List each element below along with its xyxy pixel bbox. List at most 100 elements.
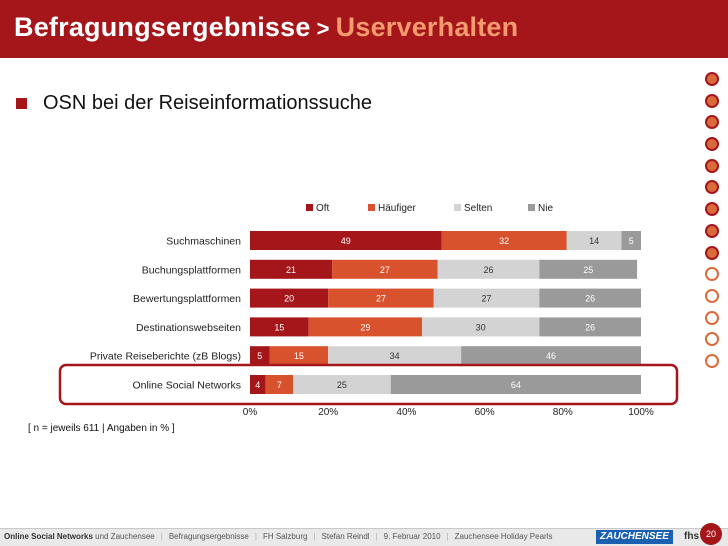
data-label: 49 <box>341 236 351 246</box>
data-label: 7 <box>277 380 282 390</box>
data-label: 27 <box>380 265 390 275</box>
legend-label-4: Nie <box>538 203 553 214</box>
page-number: 20 <box>700 523 722 545</box>
data-label: 14 <box>589 236 599 246</box>
nav-circle-8[interactable] <box>705 223 719 238</box>
highlight-box <box>58 363 679 406</box>
category-label: Buchungsplattformen <box>142 264 241 276</box>
data-label: 5 <box>257 351 262 361</box>
nav-circle-4[interactable] <box>705 137 719 152</box>
bar-segment <box>539 317 641 337</box>
category-label: Private Reiseberichte (zB Blogs) <box>90 351 241 363</box>
category-label: Online Social Networks <box>132 380 241 392</box>
nav-circle-12[interactable] <box>705 310 719 325</box>
data-label: 64 <box>511 380 521 390</box>
bar-segment <box>250 259 333 279</box>
page-title: Befragungsergebnisse > Userverhalten <box>14 12 518 43</box>
nav-circle-1[interactable] <box>705 72 719 86</box>
footer-item: FH Salzburg <box>262 532 308 541</box>
footer-title-rest: und Zauchensee <box>92 532 155 541</box>
bar-segment <box>250 375 266 394</box>
fhs-logo: fhs <box>684 531 699 542</box>
data-label: 5 <box>629 236 634 246</box>
nav-circle-7[interactable] <box>705 202 719 217</box>
data-label: 21 <box>286 265 296 275</box>
bar-segment <box>566 231 622 250</box>
data-label: 26 <box>585 294 595 304</box>
nav-circle-9[interactable] <box>705 245 719 260</box>
bar-segment <box>250 346 270 366</box>
data-label: 25 <box>337 380 347 390</box>
footer-title-bold: Online Social Networks <box>4 532 93 541</box>
data-label: 27 <box>376 294 386 304</box>
side-navigation <box>705 72 725 376</box>
x-tick-label: 20% <box>318 407 338 418</box>
x-tick-label: 100% <box>628 407 654 418</box>
nav-circle-6[interactable] <box>705 180 719 195</box>
data-label: 4 <box>255 380 260 390</box>
data-label: 32 <box>499 236 509 246</box>
legend-swatch-4 <box>528 204 535 211</box>
bar-segment <box>328 346 462 366</box>
bar-segment <box>250 317 309 337</box>
bar-segment <box>328 288 434 308</box>
bar-segment <box>293 375 391 394</box>
bar-segment <box>461 346 641 366</box>
nav-circle-2[interactable] <box>705 93 719 108</box>
nav-circle-11[interactable] <box>705 288 719 303</box>
bar-segment <box>539 288 641 308</box>
bullet-point: OSN bei der Reiseinformationssuche <box>16 92 372 115</box>
data-label: 15 <box>274 322 284 332</box>
bar-segment <box>390 375 641 394</box>
square-bullet-icon <box>16 98 27 109</box>
footer-item: Zauchensee Holiday Pearls <box>454 532 553 541</box>
bar-segment <box>433 288 540 308</box>
data-label: 29 <box>360 322 370 332</box>
data-label: 25 <box>583 265 593 275</box>
legend-label-2: Häufiger <box>378 203 416 214</box>
legend-swatch-3 <box>454 204 461 211</box>
nav-circle-10[interactable] <box>705 267 719 282</box>
stacked-bar-chart: Oft Häufiger Selten Nie Suchmaschinen 49 32 14 5… <box>28 203 679 434</box>
x-tick-label: 40% <box>396 407 416 418</box>
category-label: Bewertungsplattformen <box>133 293 241 305</box>
data-label: 15 <box>294 351 304 361</box>
bar-segment <box>437 259 540 279</box>
bullet-text: OSN bei der Reiseinformationssuche <box>43 92 373 114</box>
bar-segment <box>422 317 540 337</box>
bar-segment <box>269 346 329 366</box>
bar-segment <box>250 231 442 250</box>
x-tick-label: 60% <box>475 407 495 418</box>
data-label: 46 <box>546 351 556 361</box>
bar-segment <box>250 288 329 308</box>
title-main: Befragungsergebnisse <box>14 12 311 42</box>
nav-circle-5[interactable] <box>705 158 719 173</box>
bar-segment <box>308 317 423 337</box>
data-label: 26 <box>484 265 494 275</box>
nav-circle-13[interactable] <box>705 332 719 347</box>
footer-item: 9. Februar 2010 <box>383 532 441 541</box>
legend-swatch-2 <box>368 204 375 211</box>
data-label: 34 <box>390 351 400 361</box>
nav-circle-14[interactable] <box>705 353 719 368</box>
zauchensee-logo: ZAUCHENSEE <box>596 530 673 544</box>
footer-bar: Online Social Networks und Zauchensee | Be… <box>0 523 728 546</box>
title-subtitle: Userverhalten <box>335 12 519 42</box>
x-tick-label: 80% <box>553 407 573 418</box>
legend-swatch-1 <box>306 204 313 211</box>
footer-item: Befragungsergebnisse <box>168 532 249 541</box>
category-label: Destinationswebseiten <box>136 322 241 334</box>
nav-circle-3[interactable] <box>705 115 719 130</box>
legend-label-3: Selten <box>464 203 492 214</box>
bar-segment <box>332 259 438 279</box>
bar-segment <box>621 231 641 250</box>
bar-segment <box>539 259 638 279</box>
bar-segment <box>265 375 294 394</box>
bar-segment <box>441 231 567 250</box>
x-tick-label: 0% <box>243 407 258 418</box>
data-label: 27 <box>482 294 492 304</box>
title-separator: > <box>316 16 330 41</box>
footer-item: Stefan Reindl <box>321 532 370 541</box>
title-bar: Befragungsergebnisse > Userverhalten <box>0 0 728 58</box>
data-label: 30 <box>476 322 486 332</box>
